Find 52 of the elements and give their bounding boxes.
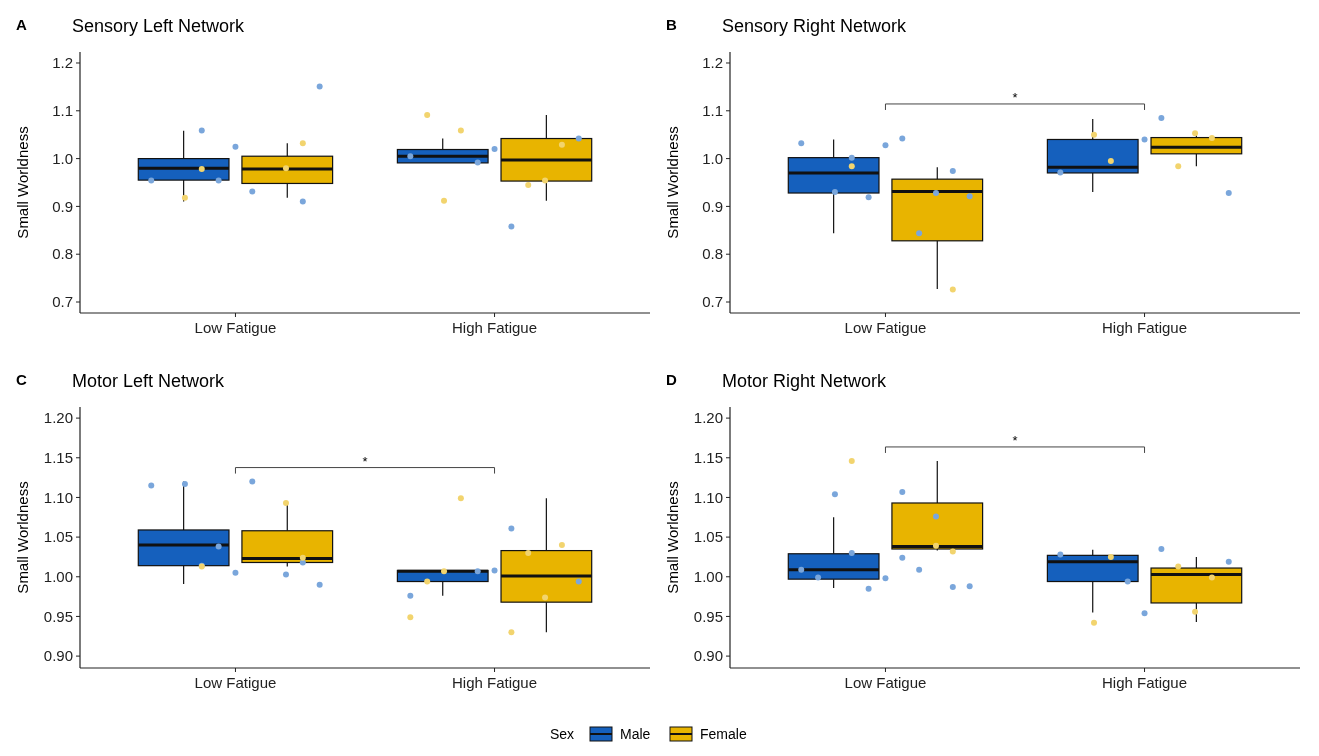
y-tick-label: 0.9 [52, 197, 73, 215]
y-axis-title: Small Worldness [664, 481, 681, 594]
y-tick-label: 1.20 [693, 409, 723, 427]
chart-title: Sensory Left Network [72, 16, 246, 36]
text: D [666, 371, 677, 388]
y-tick-label: 0.9 [702, 197, 723, 215]
chart-title: Sensory Right Network [722, 16, 908, 36]
legend-title: Sex [550, 726, 575, 742]
y-tick-label: 1.00 [693, 568, 723, 586]
y-tick-label: 0.95 [43, 607, 73, 625]
y-tick-label: 1.20 [43, 409, 73, 427]
text: C [16, 371, 27, 388]
y-tick-label: 1.2 [52, 54, 73, 72]
x-tick-label: Low Fatigue [194, 674, 277, 691]
y-tick-label: 1.10 [43, 488, 73, 506]
legend-label: Female [700, 726, 747, 742]
legend-label: Male [620, 726, 651, 742]
y-tick-label: 1.0 [52, 149, 73, 167]
x-tick-label: High Fatigue [452, 674, 538, 691]
y-tick-label: 0.7 [702, 293, 723, 311]
y-tick-label: 1.15 [693, 449, 723, 467]
y-axis-title: Small Worldness [14, 126, 31, 239]
y-tick-label: 0.7 [52, 293, 73, 311]
text: A [16, 16, 27, 33]
text: B [666, 16, 677, 33]
y-tick-label: 1.0 [702, 149, 723, 167]
y-axis-title: Small Worldness [664, 126, 681, 239]
y-tick-label: 1.05 [43, 528, 73, 546]
chart-title: Motor Left Network [72, 371, 226, 391]
chart-title: Motor Right Network [722, 371, 888, 391]
x-tick-label: High Fatigue [1102, 319, 1188, 336]
y-tick-label: 0.90 [693, 647, 723, 665]
y-tick-label: 0.8 [52, 245, 73, 263]
annotation: * [362, 453, 368, 469]
y-tick-label: 1.2 [702, 54, 723, 72]
y-tick-label: 1.05 [693, 528, 723, 546]
x-tick-label: Low Fatigue [844, 319, 927, 336]
x-tick-label: Low Fatigue [194, 319, 277, 336]
y-tick-label: 1.10 [693, 488, 723, 506]
y-tick-label: 0.90 [43, 647, 73, 665]
y-tick-label: 1.1 [702, 102, 723, 120]
y-tick-label: 1.1 [52, 102, 73, 120]
x-tick-label: High Fatigue [452, 319, 538, 336]
x-tick-label: Low Fatigue [844, 674, 927, 691]
y-tick-label: 0.95 [693, 607, 723, 625]
y-tick-label: 1.15 [43, 449, 73, 467]
x-tick-label: High Fatigue [1102, 674, 1188, 691]
y-tick-label: 1.00 [43, 568, 73, 586]
y-tick-label: 0.8 [702, 245, 723, 263]
y-axis-title: Small Worldness [14, 481, 31, 594]
annotation: * [1012, 89, 1018, 105]
annotation: * [1012, 432, 1018, 448]
